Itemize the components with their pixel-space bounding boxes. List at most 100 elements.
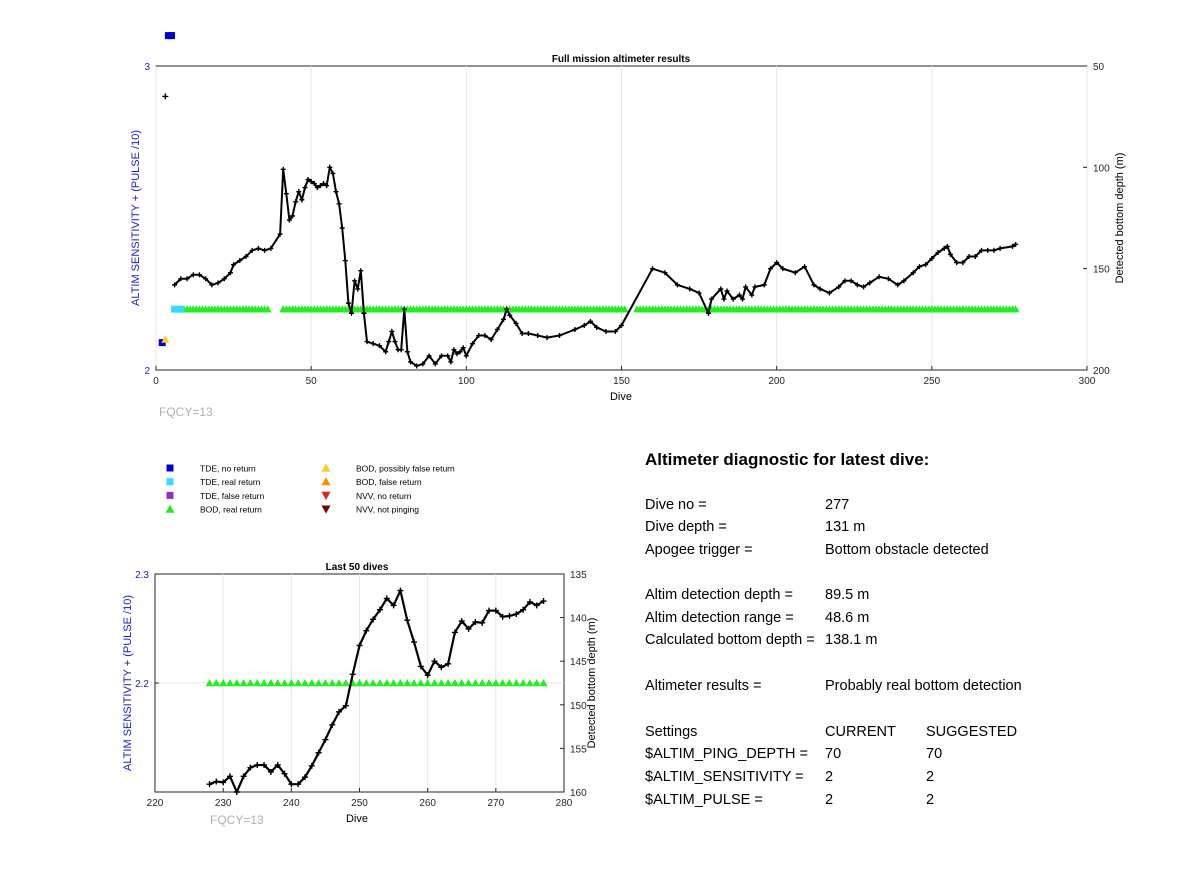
depth-point [358, 268, 364, 274]
recent-chart-marks [205, 587, 548, 795]
depth-point [499, 613, 506, 620]
y-left-tick-label: 3 [144, 62, 150, 73]
depth-point [486, 607, 493, 614]
full-chart-grid [155, 66, 1088, 370]
depth-point [978, 247, 984, 253]
depth-point [267, 768, 274, 775]
bod-real-return-marker [505, 679, 514, 687]
depth-point [526, 598, 533, 605]
bod-real-return-marker [471, 679, 480, 687]
depth-point [705, 310, 711, 316]
full-chart-ticks: 0 50 100 150 200 250 300 2 3 50 100 150 200 [144, 62, 1110, 387]
legend-item: TDE, real return [166, 477, 261, 487]
depth-point [457, 349, 463, 355]
bod-real-return-marker [444, 679, 453, 687]
bod-real-return-marker [464, 679, 473, 687]
x-tick-label: 200 [768, 376, 785, 387]
depth-point [876, 274, 882, 280]
depth-point [861, 284, 867, 290]
diagnostic-value: 138.1 m [825, 632, 878, 648]
x-tick-label: 260 [419, 798, 436, 809]
depth-point [322, 736, 329, 743]
bod-real-return-marker [362, 679, 371, 687]
y-left-tick-label: 2 [144, 366, 150, 377]
bod-real-return-marker [430, 679, 439, 687]
depth-point [213, 778, 220, 785]
depth-point [454, 351, 460, 357]
depth-point [233, 789, 240, 795]
depth-point [935, 249, 941, 255]
diagnostic-label: Altimeter results = [645, 678, 762, 694]
depth-point [308, 179, 314, 185]
legend-item: NVV, no return [321, 491, 412, 501]
depth-point [662, 270, 668, 276]
recent-chart-fqcy-note: FQCY=13 [210, 813, 264, 827]
depth-point [465, 625, 472, 632]
depth-point [288, 781, 295, 788]
bod-real-return-marker [491, 679, 500, 687]
depth-point [482, 333, 488, 339]
depth-point [330, 170, 336, 176]
recent-chart-ylabel-left: ALTIM SENSITIVITY + (PULSE /10) [122, 595, 134, 771]
settings-label: $ALTIM_PING_DEPTH = [645, 746, 808, 762]
y-right-tick-label: 155 [570, 744, 587, 755]
full-chart-xlabel: Dive [610, 391, 632, 403]
depth-point [349, 671, 356, 678]
depth-point [302, 185, 308, 191]
bod-real-return-marker [369, 679, 378, 687]
y-right-tick-label: 140 [570, 614, 587, 625]
depth-point [327, 164, 333, 170]
bod-real-return-marker [1011, 305, 1020, 313]
depth-point [401, 306, 407, 312]
depth-point [301, 774, 308, 781]
bod-real-return-marker [423, 679, 432, 687]
depth-line [209, 587, 545, 795]
depth-point [494, 326, 500, 332]
tde-marker [171, 305, 179, 313]
depth-point [492, 607, 499, 614]
depth-point [451, 629, 458, 636]
depth-point [404, 349, 410, 355]
depth-point [826, 290, 832, 296]
bod-real-return-marker [410, 679, 419, 687]
full-chart-fqcy-note: FQCY=13 [159, 405, 213, 419]
legend-triangle-up-icon [321, 463, 331, 472]
depth-point [439, 353, 445, 359]
depth-point [196, 272, 202, 278]
depth-point [774, 260, 780, 266]
full-chart-marks [158, 32, 1020, 369]
depth-point [507, 312, 513, 318]
bod-real-return-marker [287, 679, 296, 687]
depth-point [364, 339, 370, 345]
depth-point [740, 296, 746, 302]
bod-real-return-marker [539, 679, 548, 687]
depth-point [761, 282, 767, 288]
depth-point [317, 183, 323, 189]
bod-real-return-marker [437, 679, 446, 687]
depth-point [261, 761, 268, 768]
settings-current: 2 [825, 769, 834, 785]
depth-point [848, 278, 854, 284]
legend-label: TDE, false return [200, 491, 265, 501]
depth-point [842, 278, 848, 284]
y-right-tick-label: 160 [570, 788, 587, 799]
full-mission-chart: 0 50 100 150 200 250 300 2 3 50 100 150 200 Full mis… [130, 32, 1126, 419]
depth-point [445, 660, 452, 667]
depth-point [432, 361, 438, 367]
y-right-tick-label: 150 [1093, 265, 1110, 276]
depth-point [780, 266, 786, 272]
depth-point [721, 296, 727, 302]
legend-item: NVV, not pinging [321, 505, 419, 515]
settings-current: 2 [825, 792, 834, 808]
legend-item: BOD, false return [321, 477, 422, 487]
depth-point [247, 764, 254, 771]
bod-real-return-marker [457, 679, 466, 687]
legend-label: BOD, false return [356, 477, 422, 487]
legend-square-icon [166, 464, 174, 472]
bod-real-return-marker [450, 679, 459, 687]
depth-point [411, 639, 418, 646]
settings-suggested: 70 [926, 746, 943, 762]
depth-point [206, 781, 213, 788]
depth-point [420, 361, 426, 367]
depth-point [650, 266, 656, 272]
